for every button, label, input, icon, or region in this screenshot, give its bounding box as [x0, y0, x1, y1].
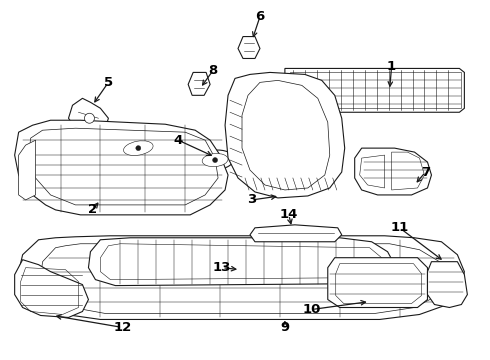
- Text: 11: 11: [391, 221, 409, 234]
- Polygon shape: [69, 98, 108, 132]
- Text: 14: 14: [280, 208, 298, 221]
- Ellipse shape: [118, 137, 159, 159]
- Text: 3: 3: [247, 193, 257, 206]
- Polygon shape: [427, 262, 467, 307]
- Ellipse shape: [123, 141, 153, 156]
- Polygon shape: [15, 120, 228, 215]
- Ellipse shape: [202, 153, 228, 167]
- Ellipse shape: [196, 150, 234, 170]
- Polygon shape: [250, 225, 342, 242]
- Polygon shape: [19, 140, 36, 200]
- Text: 4: 4: [173, 134, 183, 147]
- Polygon shape: [225, 72, 345, 198]
- Text: 6: 6: [255, 10, 265, 23]
- Polygon shape: [89, 238, 394, 285]
- Polygon shape: [188, 72, 210, 95]
- Circle shape: [213, 158, 218, 163]
- Circle shape: [136, 146, 141, 150]
- Text: 8: 8: [208, 64, 218, 77]
- Polygon shape: [19, 236, 465, 319]
- Polygon shape: [285, 68, 465, 112]
- Text: 13: 13: [213, 261, 231, 274]
- Polygon shape: [328, 258, 427, 307]
- Circle shape: [84, 113, 95, 123]
- Polygon shape: [355, 148, 432, 195]
- Text: 5: 5: [104, 76, 113, 89]
- Text: 12: 12: [113, 321, 131, 334]
- Text: 9: 9: [280, 321, 290, 334]
- Text: 2: 2: [88, 203, 97, 216]
- Polygon shape: [238, 37, 260, 58]
- Polygon shape: [15, 260, 89, 318]
- Text: 1: 1: [387, 60, 396, 73]
- Text: 7: 7: [421, 166, 430, 179]
- Text: 10: 10: [303, 303, 321, 316]
